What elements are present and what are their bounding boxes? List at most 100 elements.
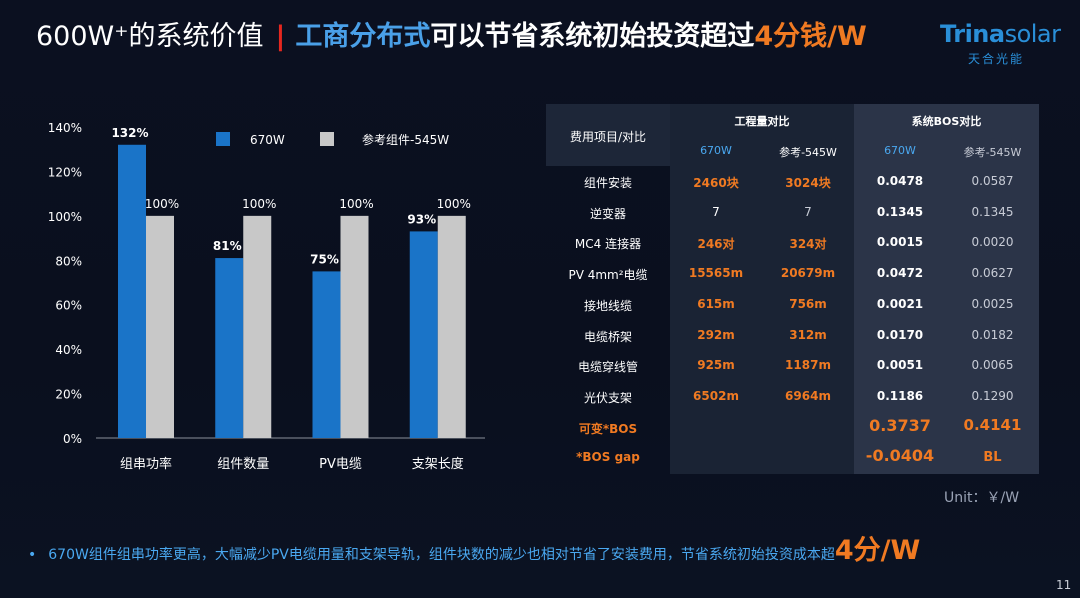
row-qty-ref: 312m [789, 327, 827, 342]
y-tick-label: 100% [48, 210, 82, 224]
footer-highlight: 4分/W [834, 535, 921, 566]
y-tick-label: 80% [55, 254, 82, 268]
data-label: 100% [437, 197, 471, 211]
header-group1: 工程量对比 [734, 115, 790, 128]
quantity-column-bg [670, 104, 854, 474]
row-bos-ref: 0.0587 [971, 174, 1014, 188]
bar-ref-545w [146, 215, 174, 438]
row-qty-670w: 925m [697, 358, 735, 373]
row-qty-ref: 20679m [780, 266, 836, 281]
row-bos-ref: 0.0020 [971, 235, 1014, 250]
bullet: • [28, 547, 37, 563]
data-label: 93% [407, 212, 436, 226]
row-qty-ref: 6964m [785, 388, 831, 403]
y-tick-label: 0% [63, 432, 82, 446]
summary-item: *BOS gap [576, 450, 640, 465]
y-tick-label: 60% [55, 299, 82, 313]
bar-670w [312, 271, 341, 438]
legend-swatch [216, 132, 230, 146]
row-bos-ref: 0.0627 [971, 266, 1014, 281]
row-bos-670w: 0.0015 [876, 235, 924, 250]
page-number: 11 [1056, 578, 1072, 592]
x-tick-label: 组件数量 [217, 457, 269, 472]
comparison-table: 费用项目/对比 工程量对比 系统BOS对比 670W 参考-545W 670W 参考-545… [546, 104, 1039, 474]
row-bos-ref: 0.0065 [971, 358, 1014, 373]
summary-bos-670w: 0.3737 [869, 415, 931, 435]
data-label: 100% [339, 197, 373, 211]
row-qty-670w: 292m [697, 327, 735, 342]
x-tick-label: 组串功率 [120, 456, 172, 472]
row-item: PV 4mm²电缆 [568, 268, 648, 283]
data-label: 75% [310, 252, 339, 266]
title-part1: 600W⁺的系统价值 [36, 21, 264, 52]
legend-swatch [320, 132, 334, 146]
legend-label: 670W [250, 133, 285, 147]
row-item: 电缆穿线管 [577, 360, 638, 375]
y-tick-label: 20% [55, 388, 82, 402]
title-part2: 工商分布式 [295, 21, 431, 52]
footer-text: 670W组件组串功率更高，大幅减少PV电缆用量和支架导轨，组件块数的减少也相对节… [48, 547, 835, 563]
footer-note: • 670W组件组串功率更高，大幅减少PV电缆用量和支架导轨，组件块数的减少也相对… [28, 528, 920, 567]
row-bos-670w: 0.0051 [876, 358, 924, 373]
subheader-ref-545w: 参考-545W [963, 146, 1022, 159]
row-item: 组件安装 [583, 176, 632, 190]
header-group2: 系统BOS对比 [911, 115, 982, 128]
row-bos-670w: 0.0021 [876, 296, 924, 311]
row-qty-670w: 15565m [688, 266, 744, 281]
title-part3: 可以节省系统初始投资超过 [430, 21, 755, 52]
subheader-670w: 670W [700, 144, 732, 157]
row-qty-670w: 7 [712, 204, 720, 219]
y-tick-label: 40% [55, 343, 82, 357]
bar-chart: 0% 20% 40% 60% 80% 100% 120% 140% 132% 100% 组串功率 81… [48, 121, 485, 472]
bar-ref-545w [340, 215, 369, 438]
row-qty-ref: 756m [789, 296, 827, 311]
summary-item: 可变*BOS [578, 421, 638, 436]
row-item: MC4 连接器 [574, 237, 642, 252]
bar-670w [409, 231, 438, 438]
row-qty-670w: 246对 [697, 237, 735, 252]
row-bos-670w: 0.0170 [876, 327, 924, 342]
row-bos-ref: 0.1290 [971, 388, 1014, 403]
logo-brand-bold: Trina [940, 20, 1005, 48]
row-bos-ref: 0.1345 [971, 204, 1014, 219]
header-item: 费用项目/对比 [569, 130, 647, 144]
subheader-670w: 670W [884, 144, 916, 157]
logo-brand-light: solar [1004, 20, 1061, 48]
row-qty-ref: 1187m [785, 358, 831, 373]
row-qty-670w: 2460块 [693, 176, 739, 190]
data-label: 81% [213, 239, 242, 253]
data-label: 100% [145, 197, 179, 211]
row-qty-ref: 7 [804, 204, 812, 219]
row-qty-ref: 3024块 [785, 176, 831, 190]
x-tick-label: 支架长度 [412, 456, 464, 472]
row-bos-ref: 0.0025 [971, 296, 1014, 311]
row-bos-670w: 0.1345 [876, 204, 924, 219]
summary-bos-ref: BL [983, 450, 1002, 466]
data-label: 100% [242, 197, 276, 211]
row-qty-ref: 324对 [789, 237, 827, 252]
row-bos-670w: 0.1186 [876, 388, 924, 403]
bar-670w [215, 258, 244, 438]
row-item: 电缆桥架 [583, 329, 632, 344]
title-separator: | [275, 21, 286, 52]
table-header-cell-bg [546, 104, 670, 166]
logo-brand: Trinasolar [940, 20, 1061, 48]
trina-logo: Trinasolar 天合光能 [940, 20, 1061, 80]
bar-670w [118, 144, 146, 438]
data-label: 132% [111, 126, 148, 140]
y-tick-label: 120% [48, 165, 82, 179]
row-qty-670w: 615m [697, 296, 735, 311]
subheader-ref-545w: 参考-545W [779, 146, 837, 159]
bar-ref-545w [437, 215, 466, 438]
x-tick-label: PV电缆 [319, 456, 362, 472]
summary-bos-ref: 0.4141 [963, 415, 1022, 434]
bos-column-bg [854, 104, 1039, 474]
title-part4: 4分钱/W [754, 21, 867, 52]
row-bos-670w: 0.0478 [876, 174, 924, 188]
summary-bos-670w: -0.0404 [865, 446, 935, 466]
unit-label: Unit：￥/W [944, 490, 1020, 506]
row-item: 接地线缆 [583, 298, 632, 313]
bar-ref-545w [243, 215, 272, 438]
row-item: 逆变器 [589, 206, 626, 221]
row-item: 光伏支架 [583, 390, 632, 405]
